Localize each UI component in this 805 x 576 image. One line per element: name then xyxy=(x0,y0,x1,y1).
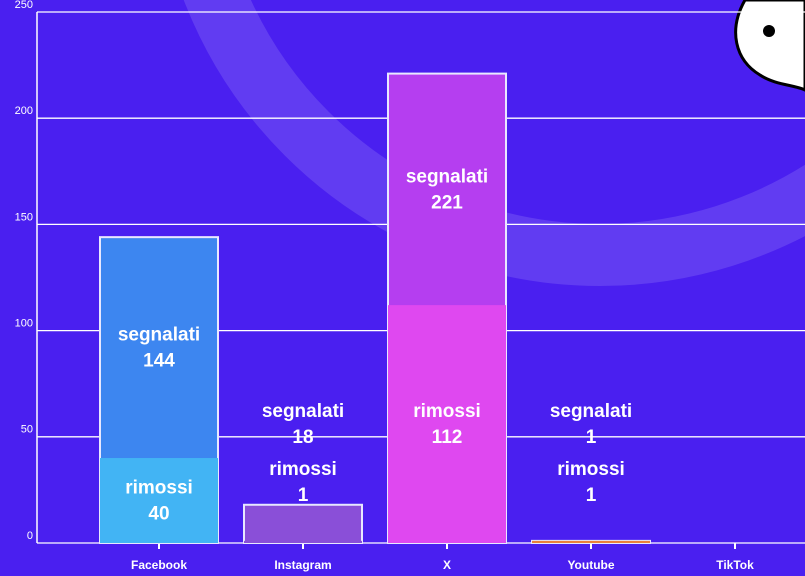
value-label-name: rimossi xyxy=(413,401,481,422)
value-label: 1 xyxy=(298,485,309,506)
value-label-name: rimossi xyxy=(557,459,625,480)
value-label: 1 xyxy=(586,485,597,506)
bar xyxy=(243,503,363,545)
x-tick-label: Instagram xyxy=(274,558,331,572)
value-label-name: rimossi xyxy=(125,478,193,499)
x-tick-label: X xyxy=(443,558,451,572)
value-label: 221 xyxy=(431,192,463,213)
decor-dot xyxy=(763,25,775,37)
bar xyxy=(532,540,650,543)
value-label: 18 xyxy=(292,427,313,448)
decor-blob xyxy=(734,0,805,92)
value-label-name: segnalati xyxy=(550,401,632,422)
value-label-name: segnalati xyxy=(406,166,488,187)
value-label-name: segnalati xyxy=(118,325,200,346)
y-tick-label: 0 xyxy=(27,530,33,542)
bar xyxy=(388,305,506,543)
y-tick-label: 150 xyxy=(15,211,33,223)
bar xyxy=(100,458,218,543)
x-tick-label: Facebook xyxy=(131,558,187,572)
y-tick-label: 250 xyxy=(15,0,33,11)
decor-arc xyxy=(184,0,805,286)
x-tick-label: TikTok xyxy=(716,558,754,572)
value-label: 144 xyxy=(143,351,175,372)
y-tick-label: 50 xyxy=(21,424,33,436)
bar xyxy=(244,540,362,543)
y-tick-label: 100 xyxy=(15,318,33,330)
value-label: 112 xyxy=(432,427,463,448)
value-label-name: rimossi xyxy=(269,459,337,480)
value-label: 40 xyxy=(148,504,169,525)
y-tick-label: 200 xyxy=(15,105,33,117)
value-label: 1 xyxy=(586,427,597,448)
value-label-name: segnalati xyxy=(262,401,344,422)
x-tick-label: Youtube xyxy=(567,558,614,572)
